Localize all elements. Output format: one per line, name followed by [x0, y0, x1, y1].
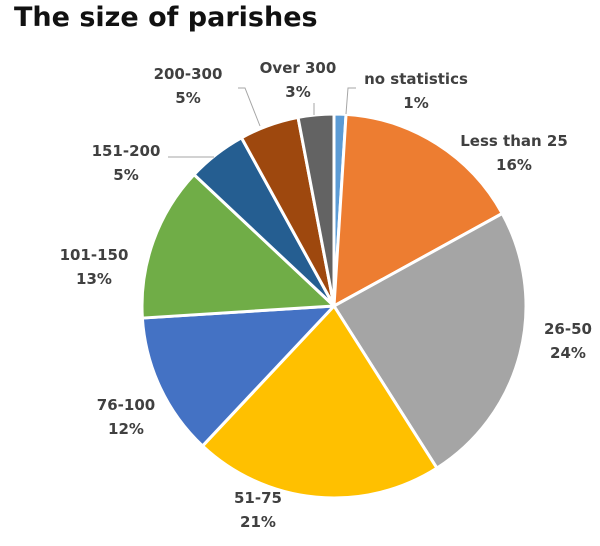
pie-slice-2 — [332, 212, 528, 470]
slice-percent-6: 5% — [113, 166, 138, 184]
slice-label-8: Over 300 — [260, 59, 337, 77]
slice-label-7: 200-300 — [154, 65, 223, 83]
pie-slice-4 — [140, 304, 336, 448]
slice-label-3: 51-75 — [234, 489, 282, 507]
slice-percent-1: 16% — [496, 156, 532, 174]
slice-label-5: 101-150 — [60, 246, 129, 264]
pie-slice-3 — [201, 304, 439, 500]
chart-title: The size of parishes — [14, 2, 318, 33]
slice-label-1: Less than 25 — [460, 132, 568, 150]
slice-percent-4: 12% — [108, 420, 144, 438]
pie-slice-5 — [140, 173, 336, 320]
pie-slice-1 — [332, 112, 504, 308]
slice-percent-8: 3% — [285, 83, 310, 101]
pie-slice-8 — [296, 112, 336, 308]
slice-percent-0: 1% — [403, 94, 428, 112]
slice-percent-7: 5% — [175, 89, 200, 107]
slice-label-0: no statistics — [364, 70, 468, 88]
leader-line-7 — [238, 87, 261, 127]
slice-percent-5: 13% — [76, 270, 112, 288]
slice-label-4: 76-100 — [97, 396, 155, 414]
slice-label-6: 151-200 — [92, 142, 161, 160]
slice-label-2: 26-50 — [544, 320, 592, 338]
slice-percent-3: 21% — [240, 513, 276, 531]
leader-line-0 — [345, 87, 356, 115]
slice-percent-2: 24% — [550, 344, 586, 362]
